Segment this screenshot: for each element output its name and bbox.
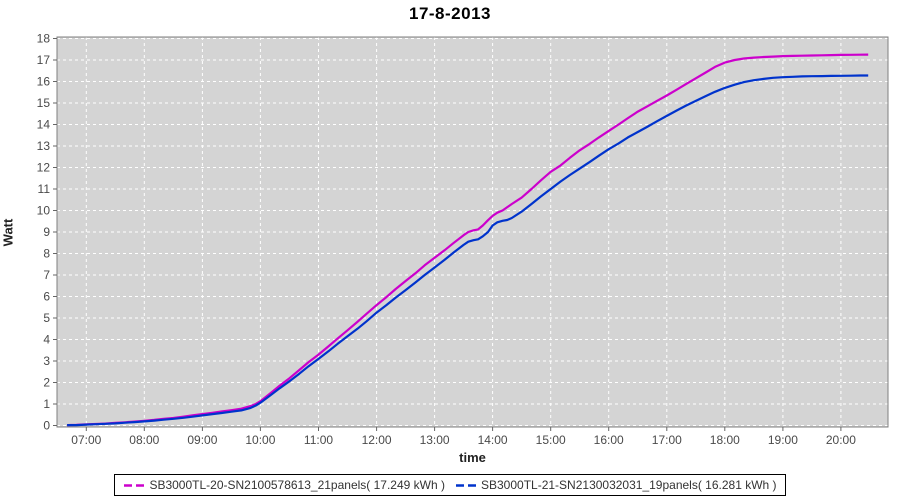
- x-tick-label: 08:00: [129, 433, 159, 447]
- y-tick-label: 1: [43, 397, 50, 411]
- y-tick-label: 6: [43, 290, 50, 304]
- gridlines: [57, 37, 888, 427]
- x-tick-label: 14:00: [478, 433, 508, 447]
- x-tick-label: 17:00: [652, 433, 682, 447]
- x-tick-label: 18:00: [710, 433, 740, 447]
- x-tick-label: 09:00: [187, 433, 217, 447]
- x-tick-label: 10:00: [245, 433, 275, 447]
- legend-item-series-0: SB3000TL-20-SN2100578613_21panels( 17.24…: [123, 478, 445, 492]
- y-tick-label: 0: [43, 419, 50, 433]
- y-tick-label: 9: [43, 225, 50, 239]
- series-line-1: [67, 74, 869, 427]
- axis-ticks: [53, 38, 842, 431]
- series-1-line-marker: [456, 483, 476, 487]
- legend-label-series-0: SB3000TL-20-SN2100578613_21panels( 17.24…: [149, 478, 445, 492]
- y-tick-label: 3: [43, 354, 50, 368]
- legend-box: SB3000TL-20-SN2100578613_21panels( 17.24…: [114, 474, 786, 496]
- y-tick-label: 13: [37, 139, 51, 153]
- legend-item-series-1: SB3000TL-21-SN2130032031_19panels( 16.28…: [455, 478, 777, 492]
- y-axis-label: Watt: [0, 218, 16, 247]
- y-tick-label: 8: [43, 247, 50, 261]
- y-tick-label: 16: [37, 75, 51, 89]
- x-tick-label: 15:00: [536, 433, 566, 447]
- x-tick-label: 07:00: [71, 433, 101, 447]
- y-tick-label: 17: [37, 53, 51, 67]
- x-tick-label: 12:00: [362, 433, 392, 447]
- x-tick-label: 13:00: [420, 433, 450, 447]
- y-tick-label: 14: [37, 118, 51, 132]
- y-tick-label: 10: [37, 204, 51, 218]
- y-tick-label: 11: [38, 182, 51, 196]
- legend-label-series-1: SB3000TL-21-SN2130032031_19panels( 16.28…: [481, 478, 777, 492]
- legend: SB3000TL-20-SN2100578613_21panels( 17.24…: [0, 474, 900, 496]
- x-axis-label: time: [459, 450, 486, 465]
- series-0-line-marker: [124, 483, 145, 487]
- y-tick-label: 7: [43, 268, 50, 282]
- x-tick-label: 16:00: [594, 433, 624, 447]
- series-line-0: [67, 53, 869, 427]
- y-tick-label: 5: [43, 311, 50, 325]
- y-tick-label: 12: [37, 161, 51, 175]
- x-tick-label: 19:00: [768, 433, 798, 447]
- y-tick-label: 18: [37, 32, 51, 46]
- chart-title: 17-8-2013: [408, 4, 491, 23]
- x-tick-label: 20:00: [826, 433, 856, 447]
- x-tick-label: 11:00: [304, 433, 333, 447]
- axis-tick-labels: 07:00 08:00 09:00 10:00 11:00 12:00 13:00 14:00…: [37, 32, 857, 448]
- y-tick-label: 4: [43, 333, 50, 347]
- y-tick-label: 2: [43, 376, 50, 390]
- y-tick-label: 15: [37, 96, 51, 110]
